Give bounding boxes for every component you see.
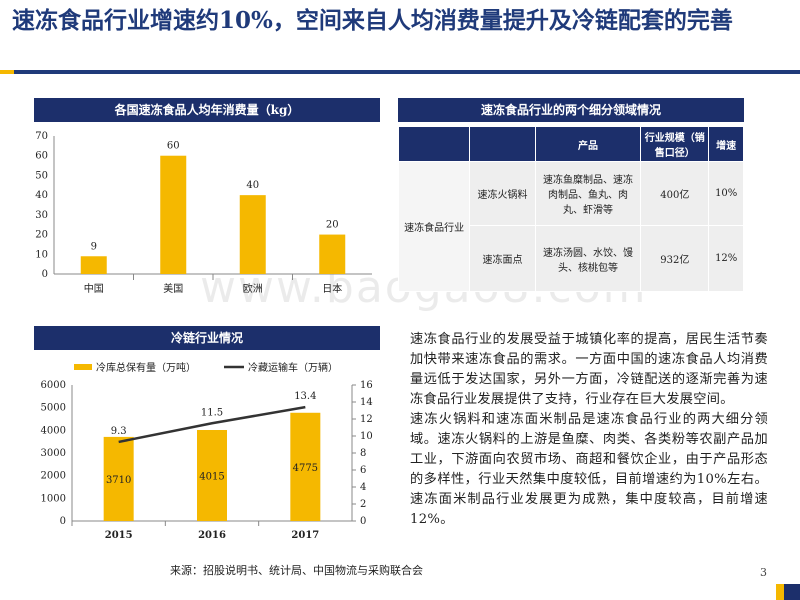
cold-chain-chart-title: 冷链行业情况 [34,326,380,350]
left-y-tick-label: 6000 [41,380,66,391]
line-data-label: 13.4 [294,391,316,402]
y-tick-label: 40 [35,190,48,201]
left-y-tick-label: 4000 [41,425,66,436]
right-y-tick-label: 8 [360,448,366,459]
title-divider [0,70,800,74]
y-tick-label: 50 [35,170,48,181]
table-scale-cell: 932亿 [640,225,710,292]
right-y-tick-label: 6 [360,465,366,476]
table-header-scale: 行业规模（销售口径） [640,126,710,162]
x-tick-label: 日本 [322,282,342,295]
y-tick-label: 10 [35,249,48,260]
y-tick-label: 70 [35,131,48,142]
y-tick-label: 20 [35,230,48,241]
table-row: 速冻面点 速冻汤圆、水饺、馒头、核桃包等 932亿 12% [399,225,744,292]
data-label: 40 [246,180,259,191]
source-note: 来源：招股说明书、统计局、中国物流与采购联合会 [170,564,423,577]
title-divider-accent [0,70,14,74]
x-tick-label: 2016 [198,530,226,541]
bar [290,412,321,521]
page-number: 3 [760,566,767,579]
line-data-label: 9.3 [111,426,127,437]
table-header-row: 产品 行业规模（销售口径） 增速 [397,126,744,162]
table-header-cell [397,126,471,162]
legend-label: 冷库总保有量（万吨） [96,361,196,374]
x-tick-label: 2017 [291,530,319,541]
data-label: 60 [167,141,180,152]
left-y-tick-label: 1000 [41,493,66,504]
analysis-paragraph: 速冻食品行业的发展受益于城镇化率的提高，居民生活节奏加快带来速冻食品的需求。一方… [410,332,768,407]
footer-bar [784,584,800,600]
data-label: 20 [326,220,339,231]
table-products-cell: 速冻汤圆、水饺、馒头、核桃包等 [534,225,642,292]
bar [103,436,134,521]
left-y-tick-label: 2000 [41,471,66,482]
table-header-product: 产品 [534,126,642,162]
left-y-tick-label: 5000 [41,403,66,414]
x-tick-label: 中国 [84,282,104,295]
right-y-tick-label: 16 [360,380,373,391]
bar [160,155,187,274]
x-tick-label: 2015 [105,530,133,541]
y-tick-label: 60 [35,151,48,162]
bar-data-label: 3710 [106,475,131,486]
bar [239,195,266,274]
right-y-tick-label: 0 [360,516,366,527]
y-tick-label: 0 [42,269,48,280]
right-y-tick-label: 10 [360,431,373,442]
segments-table: 产品 行业规模（销售口径） 增速 速冻食品行业 速冻火锅料 速冻鱼糜制品、速冻肉… [397,126,744,292]
bar-data-label: 4775 [293,463,318,474]
data-label: 9 [91,241,97,252]
table-header-growth: 增速 [708,126,744,162]
cold-chain-chart: 冷库总保有量（万吨） 冷藏运输车（万辆） 0 1000 2000 3000 4000 5000… [41,361,373,541]
legend-swatch-bar [74,364,92,370]
bar [319,234,346,274]
analysis-paragraph: 速冻火锅料和速冻面米制品是速冻食品行业的两大细分领域。速冻火锅料的上游是鱼糜、肉… [410,412,768,527]
consumption-chart: 0 10 20 30 40 50 60 70 9 中国 60 美国 40 欧洲 20 日本 [35,131,372,295]
right-y-tick-label: 12 [360,414,373,425]
y-tick-label: 30 [35,210,48,221]
table-growth-cell: 12% [708,225,744,292]
x-tick-label: 美国 [163,282,183,295]
left-y-tick-label: 0 [60,516,66,527]
legend-label: 冷藏运输车（万辆） [248,361,338,374]
table-segment-cell: 速冻火锅料 [469,161,536,226]
table-category-cell: 速冻食品行业 [397,161,471,292]
bar [80,256,107,274]
right-y-tick-label: 4 [360,482,366,493]
analysis-text: 速冻食品行业的发展受益于城镇化率的提高，居民生活节奏加快带来速冻食品的需求。一方… [410,330,768,530]
table-header-cell [469,126,536,162]
table-growth-cell: 10% [708,161,744,226]
table-segment-cell: 速冻面点 [469,225,536,292]
segments-table-title: 速冻食品行业的两个细分领域情况 [398,98,744,122]
page-title: 速冻食品行业增速约10%，空间来自人均消费量提升及冷链配套的完善 [12,7,733,34]
bar [197,429,227,521]
bar-data-label: 4015 [199,471,224,482]
table-row: 速冻食品行业 速冻火锅料 速冻鱼糜制品、速冻肉制品、鱼丸、肉丸、虾滑等 400亿… [397,161,744,292]
table-scale-cell: 400亿 [640,161,710,226]
consumption-chart-title: 各国速冻食品人均年消费量（kg） [34,98,380,122]
table-products-cell: 速冻鱼糜制品、速冻肉制品、鱼丸、肉丸、虾滑等 [534,161,642,226]
trend-line [118,405,306,444]
right-y-tick-label: 14 [360,397,373,408]
right-y-tick-label: 2 [360,499,366,510]
left-y-tick-label: 3000 [41,448,66,459]
line-data-label: 11.5 [201,407,223,418]
footer-accent [776,584,784,600]
x-tick-label: 欧洲 [243,283,263,295]
